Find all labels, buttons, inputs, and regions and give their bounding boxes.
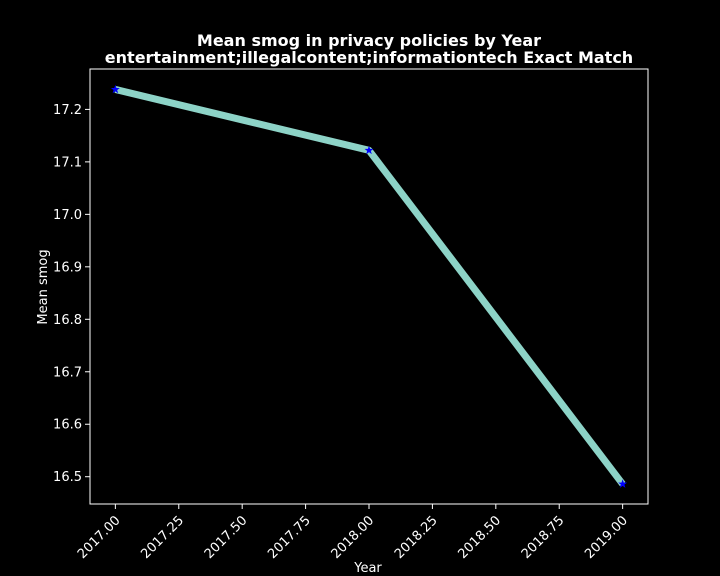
chart-title: Mean smog in privacy policies by Year [197, 31, 541, 50]
y-tick-label: 17.2 [53, 103, 82, 118]
y-axis-label: Mean smog [36, 249, 51, 324]
chart-subtitle: entertainment;illegalcontent;information… [105, 48, 633, 67]
y-tick-label: 16.6 [53, 418, 82, 433]
data-point-marker [110, 84, 120, 94]
y-tick-label: 16.7 [53, 365, 82, 380]
y-tick-label: 16.5 [53, 470, 82, 485]
data-point-marker [364, 145, 374, 155]
data-point-marker [618, 479, 628, 488]
y-tick-label: 16.9 [53, 260, 82, 275]
y-tick-label: 17.1 [53, 155, 82, 170]
y-tick-label: 16.8 [53, 313, 82, 328]
x-axis-label: Year [353, 561, 382, 576]
y-tick-label: 17.0 [53, 208, 82, 223]
